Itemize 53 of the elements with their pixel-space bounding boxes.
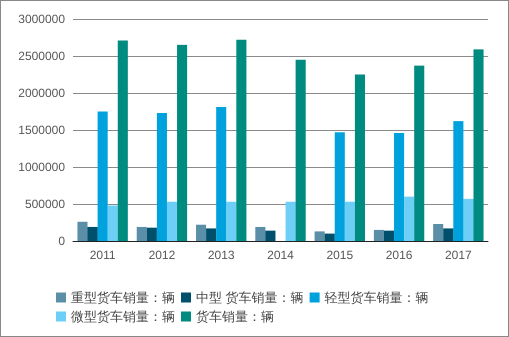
bar: [414, 66, 424, 241]
bar: [433, 224, 444, 241]
x-tick-label: 2014: [267, 248, 294, 262]
bar: [374, 230, 384, 241]
bar: [156, 112, 167, 241]
bar: [463, 198, 474, 241]
bar: [443, 228, 454, 241]
bar: [296, 60, 306, 241]
bar: [77, 222, 88, 241]
legend-label: 货车销量：辆: [196, 309, 274, 324]
y-tick-label: 0: [58, 234, 66, 248]
bar: [108, 205, 118, 241]
legend-label: 轻型货车销量：辆: [324, 290, 429, 305]
legend-label: 重型货车销量：辆: [71, 290, 175, 305]
bar: [255, 226, 266, 241]
x-tick-label: 2012: [148, 248, 176, 262]
bar: [216, 107, 226, 241]
bar: [314, 231, 325, 241]
bar: [394, 132, 404, 241]
bar: [236, 40, 246, 241]
y-tick-label: 500000: [24, 197, 66, 211]
bar: [473, 49, 484, 241]
y-tick-label: 1500000: [18, 123, 66, 137]
bar: [146, 228, 157, 241]
x-tick-label: 2017: [445, 248, 472, 262]
y-tick-label: 2000000: [18, 86, 66, 100]
x-tick-label: 2016: [386, 248, 413, 262]
bar: [166, 202, 178, 241]
x-tick-label: 2011: [90, 248, 116, 262]
bar: [344, 202, 355, 241]
bar: [354, 74, 365, 241]
bar: [384, 230, 394, 241]
x-tick-label: 2015: [326, 248, 354, 262]
bar: [177, 44, 188, 241]
bar: [265, 230, 276, 241]
legend-label: 中型 货车销量：辆: [196, 290, 304, 305]
y-tick-label: 2500000: [18, 49, 66, 63]
bar: [118, 40, 128, 241]
bar: [88, 226, 98, 241]
bar: [286, 202, 296, 241]
bar: [453, 121, 464, 241]
x-tick-label: 2013: [208, 248, 235, 262]
bar: [136, 226, 147, 241]
y-tick-label: 3000000: [18, 12, 66, 26]
bar: [226, 202, 236, 241]
bar: [324, 234, 335, 241]
bar: [404, 196, 414, 241]
bar: [334, 132, 345, 241]
bar: [196, 224, 206, 241]
bar: [98, 112, 108, 241]
legend-label: 微型货车销量：辆: [71, 309, 175, 324]
y-tick-label: 1000000: [18, 160, 66, 174]
bar: [206, 228, 216, 241]
